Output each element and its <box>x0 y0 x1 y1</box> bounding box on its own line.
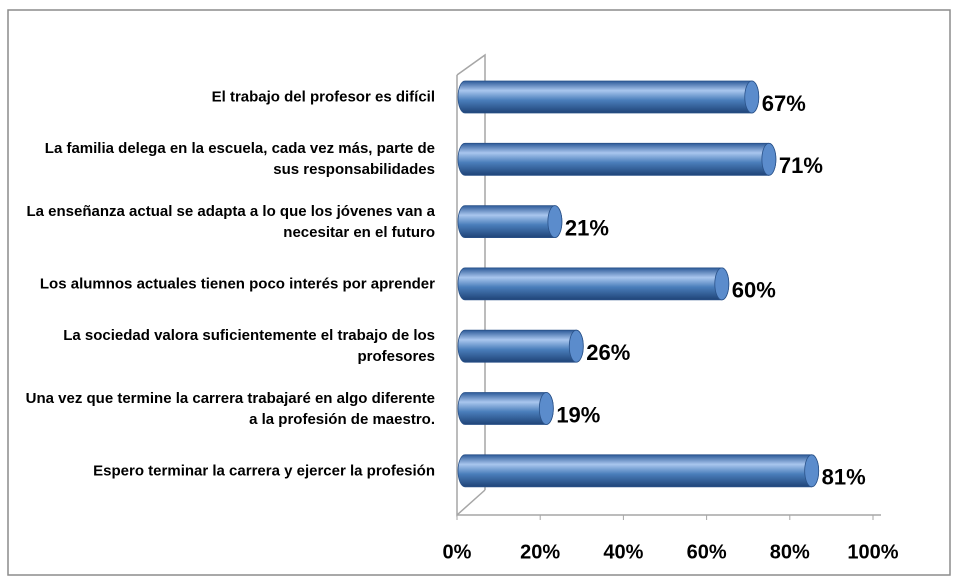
x-tick-label: 0% <box>443 541 472 563</box>
x-tick-label: 80% <box>770 541 810 563</box>
category-label: Espero terminar la carrera y ejercer la … <box>93 462 435 480</box>
category-label: El trabajo del profesor es difícil <box>211 88 435 106</box>
bar <box>457 205 563 238</box>
bar <box>457 142 777 176</box>
category-label: La enseñanza actual se adapta a lo que l… <box>26 202 436 241</box>
bar <box>457 267 730 301</box>
bar <box>457 329 584 363</box>
value-label: 81% <box>822 465 866 490</box>
bar-cap <box>538 392 554 425</box>
x-tick-label: 20% <box>520 541 560 563</box>
bar-cap <box>761 142 777 176</box>
bar-cap <box>547 205 563 239</box>
value-label: 71% <box>779 153 823 178</box>
category-label: La sociedad valora suficientemente el tr… <box>63 327 435 366</box>
bar-cap <box>804 454 820 488</box>
category-label: Una vez que termine la carrera trabajaré… <box>25 389 435 428</box>
bar <box>457 454 820 488</box>
value-label: 67% <box>762 91 806 116</box>
value-label: 21% <box>565 215 609 240</box>
x-tick-label: 40% <box>603 541 643 563</box>
value-label: 26% <box>586 340 630 365</box>
bar-cap <box>744 80 760 114</box>
bar-cap <box>568 329 584 363</box>
chart-border <box>7 9 951 576</box>
value-label: 60% <box>732 278 776 303</box>
value-label: 19% <box>556 402 600 427</box>
category-label: La familia delega en la escuela, cada ve… <box>44 140 435 179</box>
bar-cap <box>714 267 730 301</box>
category-label: Los alumnos actuales tienen poco interés… <box>39 275 435 293</box>
bar <box>457 80 760 114</box>
x-tick-label: 100% <box>847 541 898 563</box>
x-tick-label: 60% <box>687 541 727 563</box>
